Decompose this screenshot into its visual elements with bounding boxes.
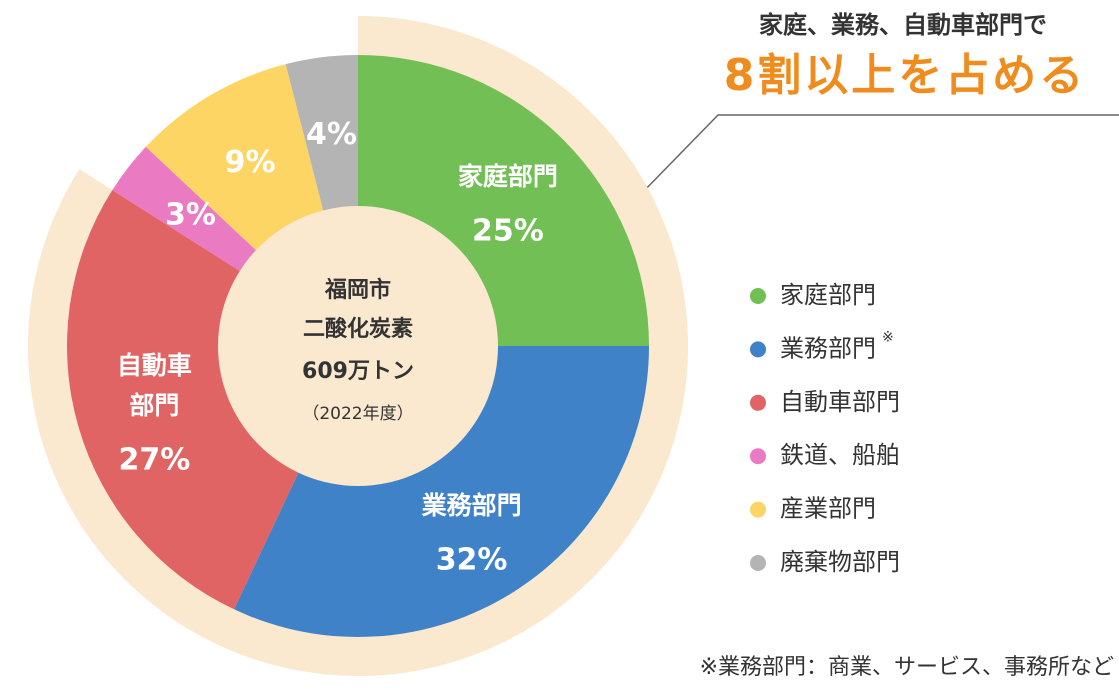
callout-line — [639, 114, 1119, 196]
legend-label: 家庭部門 — [780, 281, 876, 309]
slice-value-label: 25% — [472, 214, 544, 249]
center-text: 福岡市 — [324, 277, 391, 303]
callout-highlight: 8割以上を占める — [724, 50, 1087, 101]
legend-label: 廃棄物部門 — [780, 548, 900, 576]
legend-marker — [750, 448, 766, 465]
legend-marker — [750, 394, 766, 411]
slice-value-label: 9% — [225, 145, 276, 180]
legend-label: 産業部門 — [780, 495, 876, 523]
legend-marker — [750, 501, 766, 518]
center-disc — [218, 206, 498, 486]
slice-value-label: 27% — [119, 443, 191, 478]
legend-note: ※ — [882, 329, 894, 345]
slice — [66, 190, 358, 610]
slice-value-label: 4% — [306, 117, 357, 152]
slice-name: 家庭部門 — [458, 162, 558, 191]
legend-marker — [750, 555, 766, 571]
center-text: （2022年度） — [302, 404, 413, 424]
legend-label: 鉄道、船舶 — [780, 441, 900, 469]
slice-name: 自動車 — [117, 351, 192, 380]
legend-marker — [750, 288, 766, 304]
legend-label: 業務部門 — [780, 334, 876, 362]
pie: 家庭部門 25% 業務部門 32% 自動車部門 27% 3% 9% 4% — [27, 16, 688, 676]
legend-label: 自動車部門 — [780, 388, 900, 416]
center-text: 609万トン — [302, 359, 414, 384]
legend-marker — [750, 341, 766, 358]
slice-value-label: 32% — [436, 542, 508, 577]
slice-name: 業務部門 — [422, 491, 522, 520]
slice-name: 部門 — [129, 391, 179, 420]
footnote: ※業務部門：商業、サービス、事務所など — [700, 655, 1114, 680]
callout-text: 家庭、業務、自動車部門で — [759, 11, 1047, 39]
slice-value-label: 3% — [165, 198, 216, 233]
center-text: 二酸化炭素 — [303, 316, 413, 342]
